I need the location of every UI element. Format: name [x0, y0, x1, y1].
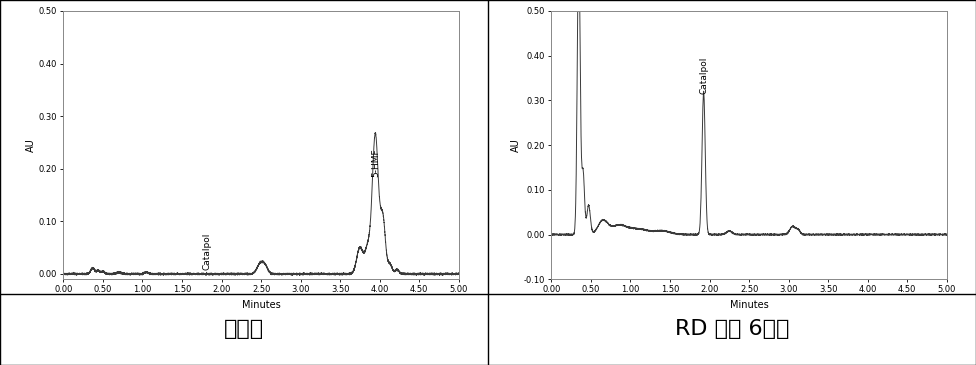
X-axis label: Minutes: Minutes [242, 300, 280, 310]
Text: RD 발효 6일차: RD 발효 6일차 [674, 319, 790, 339]
Text: Catalpol: Catalpol [700, 56, 709, 94]
Y-axis label: AU: AU [26, 138, 36, 152]
Y-axis label: AU: AU [511, 138, 521, 152]
X-axis label: Minutes: Minutes [730, 300, 768, 310]
Text: 숙지황: 숙지황 [224, 319, 264, 339]
Text: Catalpol: Catalpol [203, 233, 212, 270]
Text: 5-HMF: 5-HMF [371, 148, 380, 177]
